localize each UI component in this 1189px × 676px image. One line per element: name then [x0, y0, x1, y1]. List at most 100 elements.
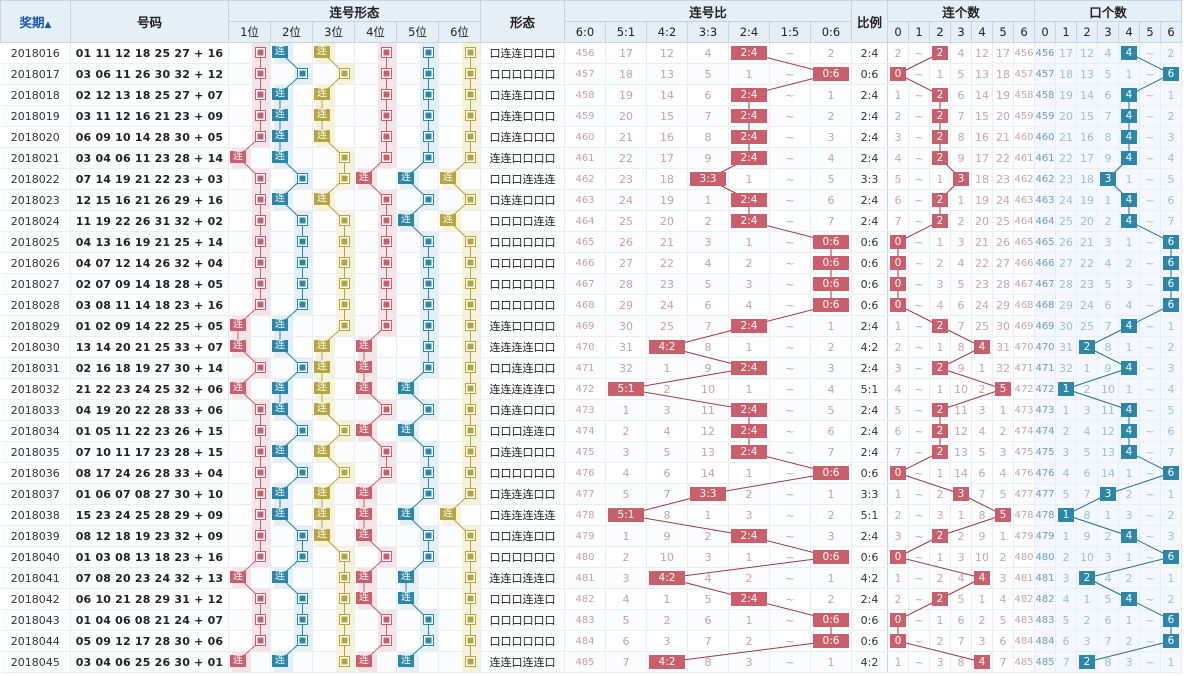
- table-row[interactable]: 2018030 13 14 20 21 25 33 + 07 连连连连连连连连口口 4…: [0, 336, 1182, 358]
- table-row[interactable]: 2018016 01 11 12 18 25 27 + 16 连连口连连口口口 456…: [0, 42, 1182, 64]
- table-row[interactable]: 2018031 02 16 18 19 27 30 + 14 连连口口连连口口 471…: [0, 357, 1182, 379]
- lian-count-miss: 469: [1014, 320, 1034, 332]
- lian-count-cell: 7: [887, 441, 909, 463]
- table-row[interactable]: 2018043 01 04 06 08 21 24 + 07 口口口口口口 483 5 2…: [0, 609, 1182, 631]
- ratio-miss: 3: [827, 529, 835, 543]
- ratio-miss: 24: [660, 298, 674, 312]
- form-cell: 口口口连连口: [480, 588, 565, 610]
- table-row[interactable]: 2018027 02 07 09 14 18 28 + 05 口口口口口口 467 28…: [0, 273, 1182, 295]
- lian-count-header: 连个数: [887, 0, 1035, 22]
- lian-mark: 连: [272, 193, 288, 205]
- ratio-miss: ~: [785, 193, 795, 207]
- table-row[interactable]: 2018038 15 23 24 25 28 29 + 09 连连连连连口连连连连连…: [0, 504, 1182, 526]
- lian-mark: 连: [356, 655, 372, 667]
- position-cell-5: [396, 63, 439, 85]
- ratio-miss: ~: [785, 109, 795, 123]
- table-row[interactable]: 2018040 01 03 08 13 18 23 + 16 口口口口口口 480 2 1…: [0, 546, 1182, 568]
- kou-count-miss: 481: [1035, 572, 1055, 584]
- table-row[interactable]: 2018017 03 06 11 26 30 32 + 12 口口口口口口 457 18…: [0, 63, 1182, 85]
- table-row[interactable]: 2018025 04 13 16 19 21 25 + 14 口口口口口口 465 26…: [0, 231, 1182, 253]
- issue-cell: 2018028: [0, 294, 71, 316]
- table-row[interactable]: 2018041 07 08 20 23 24 32 + 13 连连连连连连口连连口 4…: [0, 567, 1182, 589]
- position-cell-5: [396, 189, 439, 211]
- table-row[interactable]: 2018019 03 11 12 16 21 23 + 09 连连口连连口口口 459…: [0, 105, 1182, 127]
- kou-count-cell: 19: [1076, 189, 1098, 211]
- kou-count-cell: 2: [1097, 525, 1119, 547]
- ratio-miss: 6: [622, 634, 630, 648]
- kou-count-miss: 7: [1083, 487, 1091, 501]
- table-row[interactable]: 2018044 05 09 12 17 28 30 + 06 口口口口口口 484 6 3…: [0, 630, 1182, 652]
- kou-count-cell: 3: [1160, 126, 1182, 148]
- table-row[interactable]: 2018029 01 02 09 14 22 25 + 05 连连连连口口口口 469…: [0, 315, 1182, 337]
- open-mark: [255, 530, 266, 541]
- position-cell-1: [228, 105, 271, 127]
- table-row[interactable]: 2018032 21 22 23 24 25 32 + 06 连连连连连连连连连连口…: [0, 378, 1182, 400]
- table-row[interactable]: 2018028 03 08 11 14 18 23 + 16 口口口口口口 468 29…: [0, 294, 1182, 316]
- lian-count-miss: 1: [936, 613, 944, 627]
- table-row[interactable]: 2018039 08 12 18 19 23 32 + 09 连连口口连连口口 479…: [0, 525, 1182, 547]
- lian-count-cell: 461: [1013, 147, 1035, 169]
- kou-count-miss: 27: [1059, 256, 1073, 270]
- numbers-cell: 03 04 06 25 26 30 + 01: [70, 651, 229, 673]
- table-row[interactable]: 2018022 07 14 19 21 22 23 + 03 连连连口口口连连连 46…: [0, 168, 1182, 190]
- lian-mark: 连: [314, 529, 330, 541]
- kou-count-cell: ~: [1139, 504, 1161, 526]
- kou-count-cell: 4: [1055, 462, 1077, 484]
- lian-count-cell: 0: [887, 63, 909, 85]
- ratio-miss: ~: [785, 529, 795, 543]
- kou-count-cell: 483: [1034, 609, 1056, 631]
- table-row[interactable]: 2018033 04 19 20 22 28 33 + 06 连连口连连口口口 473…: [0, 399, 1182, 421]
- lian-count-cell: 2: [929, 357, 951, 379]
- lian-count-miss: 3: [999, 571, 1007, 585]
- lian-count-miss: 18: [975, 172, 989, 186]
- lian-count-cell: 5: [950, 63, 972, 85]
- numbers-cell: 04 13 16 19 21 25 + 14: [70, 231, 229, 253]
- position-cell-1: [228, 399, 271, 421]
- kou-count-cell: 4: [1097, 567, 1119, 589]
- lian-count-cell: ~: [908, 315, 930, 337]
- kou-count-hit: 2: [1079, 340, 1095, 354]
- table-row[interactable]: 2018018 02 12 13 18 25 27 + 07 连连口连连口口口 458…: [0, 84, 1182, 106]
- table-row[interactable]: 2018045 03 04 06 25 26 30 + 01 连连连连连连口连连口 4…: [0, 651, 1182, 673]
- ratio-miss: 474: [575, 425, 595, 437]
- kou-count-miss: 4: [1062, 592, 1070, 606]
- kou-count-miss: 4: [1104, 256, 1112, 270]
- table-row[interactable]: 2018037 01 06 07 08 27 30 + 10 连连连口连连连口口 47…: [0, 483, 1182, 505]
- open-mark: [255, 614, 266, 625]
- lian-count-miss: 2: [999, 424, 1007, 438]
- lian-count-cell: 466: [1013, 252, 1035, 274]
- bili-cell: 2:4: [851, 399, 888, 421]
- ratio-cell: 2: [687, 210, 729, 232]
- table-row[interactable]: 2018036 08 17 24 26 28 33 + 04 口口口口口口 476 4 6…: [0, 462, 1182, 484]
- position-cell-6: [438, 126, 481, 148]
- table-row[interactable]: 2018035 07 10 11 17 23 28 + 15 连连口连连口口口 475…: [0, 441, 1182, 463]
- open-mark: [297, 593, 308, 604]
- bili-cell: 2:4: [851, 84, 888, 106]
- table-row[interactable]: 2018024 11 19 22 26 31 32 + 02 连连口口口口连连 464…: [0, 210, 1182, 232]
- table-row[interactable]: 2018026 04 07 12 14 26 32 + 04 口口口口口口 466 27…: [0, 252, 1182, 274]
- position-cell-6: [438, 294, 481, 316]
- lian-count-miss: 2: [978, 613, 986, 627]
- ratio-cell: 0:6: [810, 273, 852, 295]
- kou-count-hit: 4: [1121, 319, 1137, 333]
- position-cell-5: [396, 294, 439, 316]
- kou-count-cell: ~: [1139, 231, 1161, 253]
- table-row[interactable]: 2018020 06 09 10 14 28 30 + 05 连连口连连口口口 460…: [0, 126, 1182, 148]
- ratio-cell: ~: [769, 126, 811, 148]
- open-mark: [423, 551, 434, 562]
- ratio-cell: 17: [646, 147, 688, 169]
- lian-count-cell: 1: [929, 378, 951, 400]
- ratio-hit: 4:2: [649, 571, 685, 585]
- lian-count-hit: 2: [932, 403, 948, 417]
- table-row[interactable]: 2018034 01 05 11 22 23 26 + 15 连连口口口连连口 474…: [0, 420, 1182, 442]
- ratio-miss: ~: [785, 235, 795, 249]
- issue-header-sort[interactable]: 奖期▲: [0, 0, 71, 43]
- table-row[interactable]: 2018023 12 15 16 21 26 29 + 16 连连口连连口口口 463…: [0, 189, 1182, 211]
- lian-count-miss: 1: [936, 466, 944, 480]
- open-mark: [297, 467, 308, 478]
- table-row[interactable]: 2018042 06 10 21 28 29 31 + 12 连连口口口连连口 482…: [0, 588, 1182, 610]
- lian-count-cell: 4: [887, 378, 909, 400]
- lian-count-hit: 0: [890, 256, 906, 270]
- kou-count-cell: 5: [1160, 168, 1182, 190]
- table-row[interactable]: 2018021 03 04 06 11 23 28 + 14 连连连连口口口口 461…: [0, 147, 1182, 169]
